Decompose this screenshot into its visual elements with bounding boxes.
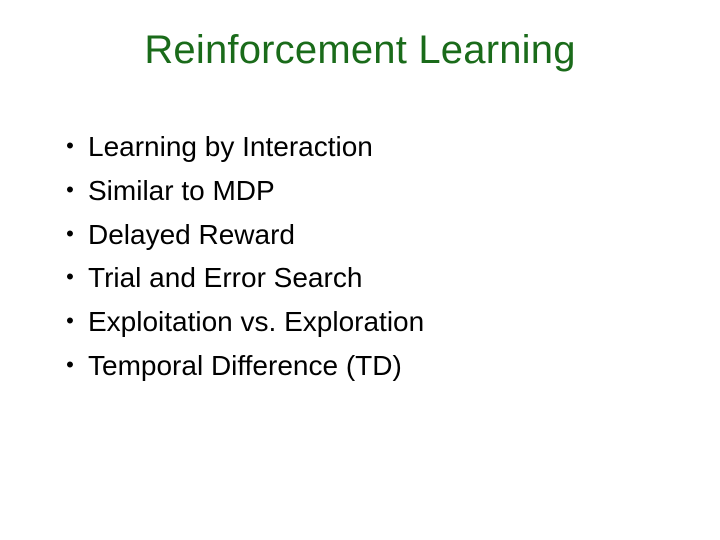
bullet-marker-icon: • xyxy=(52,128,88,161)
slide-title: Reinforcement Learning xyxy=(0,28,720,73)
list-item: • Temporal Difference (TD) xyxy=(52,347,668,385)
bullet-marker-icon: • xyxy=(52,216,88,249)
bullet-marker-icon: • xyxy=(52,259,88,292)
bullet-text: Learning by Interaction xyxy=(88,128,373,166)
list-item: • Delayed Reward xyxy=(52,216,668,254)
list-item: • Learning by Interaction xyxy=(52,128,668,166)
bullet-text: Temporal Difference (TD) xyxy=(88,347,402,385)
bullet-marker-icon: • xyxy=(52,303,88,336)
bullet-list: • Learning by Interaction • Similar to M… xyxy=(52,128,668,391)
list-item: • Similar to MDP xyxy=(52,172,668,210)
bullet-text: Delayed Reward xyxy=(88,216,295,254)
list-item: • Trial and Error Search xyxy=(52,259,668,297)
bullet-text: Trial and Error Search xyxy=(88,259,362,297)
bullet-text: Exploitation vs. Exploration xyxy=(88,303,424,341)
bullet-text: Similar to MDP xyxy=(88,172,275,210)
slide: Reinforcement Learning • Learning by Int… xyxy=(0,0,720,540)
list-item: • Exploitation vs. Exploration xyxy=(52,303,668,341)
bullet-marker-icon: • xyxy=(52,347,88,380)
bullet-marker-icon: • xyxy=(52,172,88,205)
